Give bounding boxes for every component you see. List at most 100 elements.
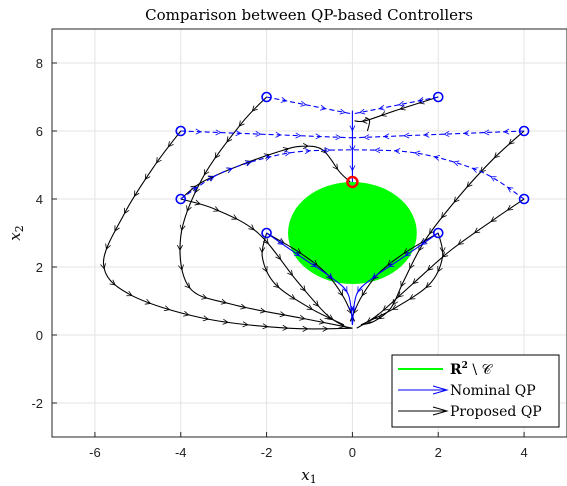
start-point-marker xyxy=(175,193,187,205)
proposed-qp-trajectory xyxy=(179,96,353,329)
trajectory-arrowhead xyxy=(275,131,282,138)
trajectory-arrowhead xyxy=(423,131,430,138)
proposed-qp-trajectory xyxy=(360,232,444,326)
trajectory-arrowhead xyxy=(322,325,329,332)
trajectory-arrowhead xyxy=(409,262,415,270)
trajectory-arrowhead xyxy=(114,225,120,232)
trajectory-arrowhead xyxy=(100,263,106,270)
trajectory-arrowhead xyxy=(203,169,210,176)
trajectory-arrowhead xyxy=(304,148,311,155)
trajectory-arrowhead xyxy=(507,186,514,193)
x-tick-label: -6 xyxy=(89,445,101,460)
trajectory-arrowhead xyxy=(201,293,208,300)
trajectory-arrowhead xyxy=(397,291,404,298)
trajectory-arrowhead xyxy=(262,266,268,273)
proposed-qp-trajectory xyxy=(180,145,351,200)
proposed-qp-trajectory xyxy=(102,130,353,330)
trajectory-arrowhead xyxy=(126,290,133,297)
trajectory-arrowhead xyxy=(382,305,389,312)
trajectory-arrowhead xyxy=(324,313,331,320)
trajectory-arrowhead xyxy=(251,105,258,112)
trajectory-arrowhead xyxy=(414,150,421,157)
trajectory-arrowhead xyxy=(163,305,171,312)
legend-label-proposed-qp: Proposed QP xyxy=(450,404,542,420)
goal-marker xyxy=(346,175,359,189)
trajectory-arrowhead xyxy=(490,216,497,222)
trajectory-arrowhead xyxy=(220,298,228,305)
trajectory-arrowhead xyxy=(105,243,111,250)
trajectory-arrowhead xyxy=(358,108,366,115)
trajectory-arrowhead xyxy=(287,269,294,277)
trajectory-arrowhead xyxy=(300,100,307,107)
trajectory-arrowhead xyxy=(262,238,269,245)
trajectory-arrowhead xyxy=(403,132,410,139)
trajectory-arrowhead xyxy=(399,104,406,111)
y-tick-label: 2 xyxy=(36,260,43,275)
trajectory-arrowhead xyxy=(483,129,490,136)
trajectory-arrowhead xyxy=(273,282,280,289)
trajectory-arrowhead xyxy=(282,324,289,331)
nominal-qp-trajectory xyxy=(351,232,439,325)
trajectory-arrowhead xyxy=(332,163,339,171)
trajectory-arrowhead xyxy=(183,310,190,317)
trajectory-arrowhead xyxy=(417,97,425,103)
trajectory-arrowhead xyxy=(238,120,245,127)
trajectory-arrowhead xyxy=(348,305,354,313)
x-tick-label: 2 xyxy=(435,445,442,460)
proposed-qp-trajectory xyxy=(360,130,525,326)
trajectory-arrowhead xyxy=(493,152,500,159)
trajectory-arrowhead xyxy=(235,130,242,137)
trajectory-arrowhead xyxy=(433,155,441,161)
legend: R2 \ 𝒞 Nominal QP Proposed QP xyxy=(391,354,560,428)
trajectory-arrowhead xyxy=(299,314,306,321)
trajectory-arrowhead xyxy=(371,273,378,279)
trajectory-arrowhead xyxy=(425,282,432,289)
trajectory-arrowhead xyxy=(176,244,183,251)
trajectory-arrowhead xyxy=(231,214,238,220)
trajectory-arrowhead xyxy=(437,266,443,273)
trajectory-arrowhead xyxy=(109,279,116,286)
trajectory-arrowhead xyxy=(259,307,267,314)
trajectory-arrowhead xyxy=(439,247,446,254)
trajectory-arrowhead xyxy=(156,157,162,164)
trajectory-arrowhead xyxy=(144,173,151,181)
trajectory-arrowhead xyxy=(349,145,356,152)
legend-swatch-proposed-qp xyxy=(398,406,449,416)
trajectory-arrowhead xyxy=(421,239,428,245)
start-point-marker xyxy=(432,227,444,239)
trajectory-arrowhead xyxy=(427,264,434,271)
start-point-marker xyxy=(518,125,530,137)
trajectory-arrowhead xyxy=(312,300,319,307)
trajectory-arrowhead xyxy=(133,190,140,197)
trajectory-arrowhead xyxy=(293,250,301,257)
trajectory-arrowhead xyxy=(315,133,322,140)
nominal-qp-trajectory xyxy=(180,149,353,200)
x-tick-label: 0 xyxy=(349,445,356,460)
nominal-qp-trajectory xyxy=(352,96,439,115)
legend-label-unsafe-region: R2 \ 𝒞 xyxy=(450,361,494,378)
trajectory-arrowhead xyxy=(363,134,370,141)
unsafe-region xyxy=(288,182,417,284)
trajectory-arrowhead xyxy=(186,205,192,212)
trajectory-arrowhead xyxy=(275,253,282,261)
trajectory-arrowhead xyxy=(342,286,348,293)
trajectory-arrowhead xyxy=(245,160,252,167)
start-point-marker xyxy=(261,227,272,239)
trajectory-arrowhead xyxy=(279,311,286,318)
x-axis-label: x1 xyxy=(301,466,316,486)
trajectory-arrowhead xyxy=(400,280,406,288)
trajectory-arrowhead xyxy=(248,224,255,231)
trajectory-arrowhead xyxy=(457,239,464,246)
start-point-marker xyxy=(518,193,530,205)
trajectory-arrowhead xyxy=(463,130,470,137)
trajectory-arrowhead xyxy=(503,128,510,135)
trajectory-arrowhead xyxy=(202,315,210,322)
trajectory-arrowhead xyxy=(178,264,184,271)
trajectory-arrowhead xyxy=(289,294,296,300)
trajectory-arrowhead xyxy=(214,152,221,159)
trajectory-arrowhead xyxy=(259,247,266,254)
trajectory-arrowhead xyxy=(222,318,229,325)
trajectory-arrowhead xyxy=(264,155,272,161)
start-point-marker xyxy=(261,91,272,103)
